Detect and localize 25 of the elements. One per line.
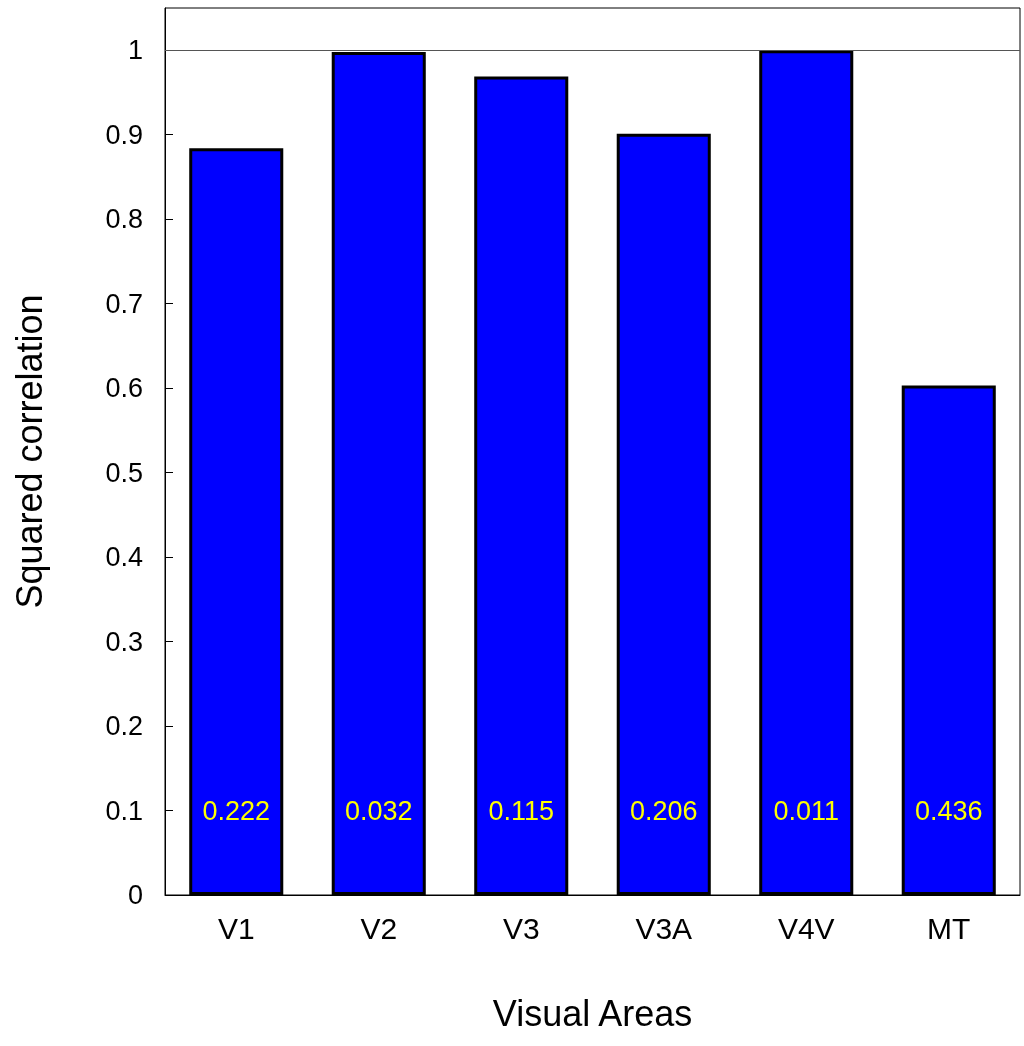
x-tick-label: V1: [217, 911, 255, 945]
x-tick-label: V3A: [635, 911, 693, 945]
annotation: 0.436: [914, 796, 983, 826]
y-tick-label: 0.4: [105, 542, 143, 573]
y-tick-label: 0.8: [105, 204, 143, 235]
x-axis-title: Visual Areas: [492, 992, 693, 1034]
y-tick-label: 0.3: [105, 626, 143, 657]
y-tick-label: 0.2: [105, 711, 143, 742]
y-tick-label: 0.7: [105, 288, 143, 319]
annotation: 0.032: [344, 796, 413, 826]
y-tick-label: 0: [127, 880, 143, 910]
x-tick-label: V3: [502, 911, 540, 945]
y-tick-label: 0.1: [105, 795, 143, 826]
y-tick-label: 1: [127, 35, 143, 66]
annotation: 0.011: [773, 796, 840, 826]
y-tick-label: 0.5: [105, 457, 143, 488]
annotation: 0.115: [488, 796, 555, 826]
annotation: 0.222: [202, 796, 271, 826]
y-tick-label: 0.9: [105, 119, 143, 150]
y-axis-title: Squared correlation: [8, 294, 50, 609]
x-tick-label: V4V: [777, 911, 835, 945]
annotation: 0.206: [629, 796, 698, 826]
x-tick-label: MT: [927, 911, 971, 945]
y-tick-label: 0.6: [105, 373, 143, 404]
x-tick-label: V2: [360, 911, 398, 945]
